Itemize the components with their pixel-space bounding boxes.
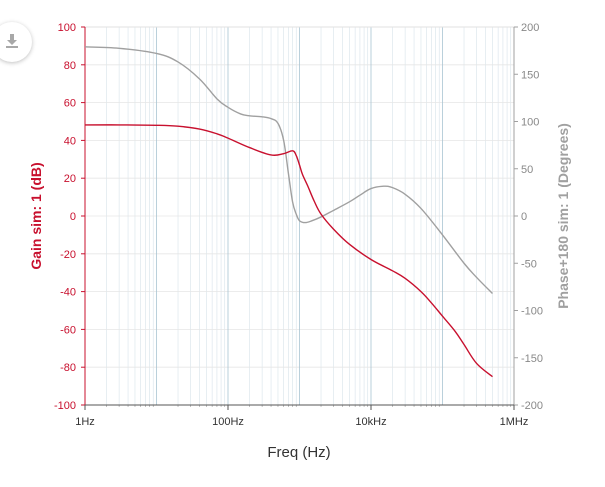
left-axis-ticks: 100 80 60 40 20 0 -20 -40 -60 -80 -100	[54, 22, 85, 412]
right-tick-label: -100	[521, 306, 543, 318]
left-tick-label: 100	[58, 22, 76, 34]
left-tick-label: 40	[64, 135, 76, 147]
left-tick-label: -40	[60, 287, 76, 299]
right-tick-label: 100	[521, 117, 539, 129]
left-tick-label: 60	[64, 98, 76, 110]
left-tick-label: 0	[70, 211, 76, 223]
phase-series-line	[84, 46, 493, 294]
right-tick-label: 0	[521, 211, 527, 223]
x-tick-label: 1Hz	[75, 416, 95, 428]
x-tick-label: 1MHz	[500, 416, 529, 428]
right-tick-label: -200	[521, 400, 543, 412]
x-tick-label: 10kHz	[355, 416, 386, 428]
right-tick-label: -150	[521, 353, 543, 365]
download-button[interactable]	[0, 22, 32, 62]
right-tick-label: 150	[521, 69, 539, 81]
left-tick-label: -20	[60, 249, 76, 261]
left-tick-label: -80	[60, 362, 76, 374]
right-axis-label: Phase+180 sim: 1 (Degrees)	[555, 123, 571, 309]
right-axis-ticks: 200 150 100 50 0 -50 -100 -150 -200	[514, 22, 543, 412]
gain-series-line	[84, 124, 493, 378]
left-tick-label: 80	[64, 60, 76, 72]
right-tick-label: -50	[521, 258, 537, 270]
x-axis-ticks: 1Hz 100Hz 10kHz 1MHz	[75, 404, 529, 428]
left-tick-label: -100	[54, 400, 76, 412]
right-tick-label: 200	[521, 22, 539, 34]
left-axis-label: Gain sim: 1 (dB)	[28, 162, 44, 269]
x-axis-label: Freq (Hz)	[267, 444, 330, 461]
download-icon	[6, 34, 18, 48]
right-tick-label: 50	[521, 164, 533, 176]
x-tick-label: 100Hz	[212, 416, 244, 428]
left-tick-label: 20	[64, 173, 76, 185]
left-tick-label: -60	[60, 324, 76, 336]
